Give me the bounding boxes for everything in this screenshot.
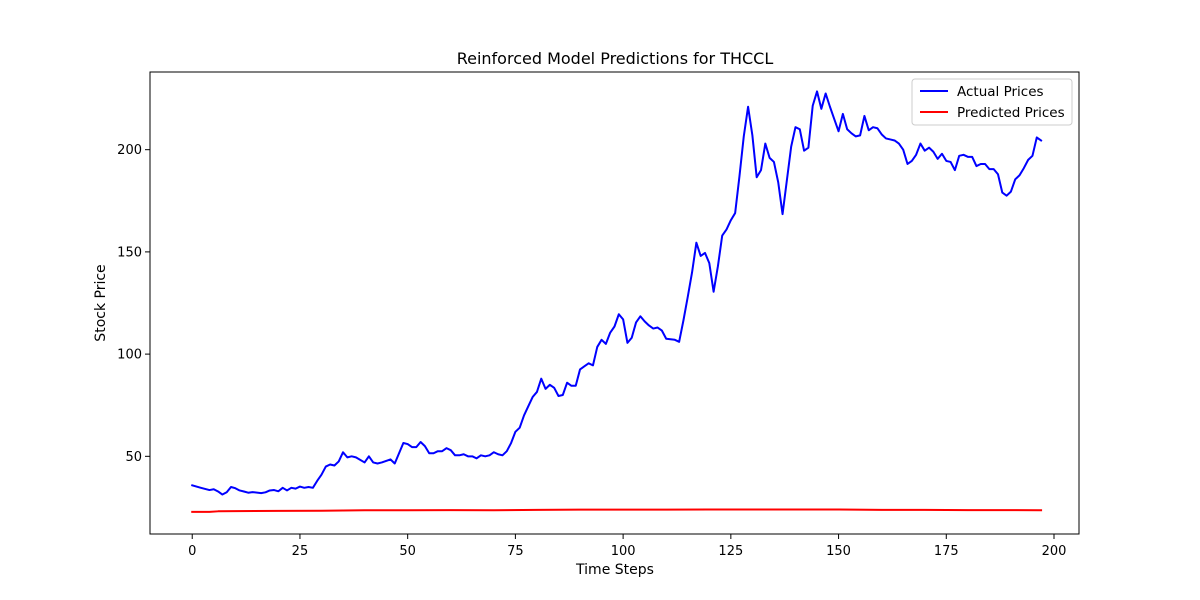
series-line-actual	[190, 90, 1043, 496]
legend: Actual Prices Predicted Prices	[911, 78, 1073, 126]
y-axis: 50 100 150 200	[117, 143, 150, 465]
x-tick-label: 150	[826, 544, 851, 559]
x-tick-label: 200	[1042, 544, 1067, 559]
x-tick-label: 25	[292, 544, 309, 559]
legend-label-predicted: Predicted Prices	[957, 105, 1065, 121]
series-layer	[190, 90, 1043, 513]
y-tick-label: 150	[117, 245, 142, 260]
x-tick-label: 50	[399, 544, 416, 559]
y-axis-label: Stock Price	[93, 264, 109, 341]
x-tick-label: 100	[611, 544, 636, 559]
y-tick-label: 200	[117, 143, 142, 158]
legend-box	[911, 78, 1073, 126]
plot-frame	[149, 71, 1080, 535]
x-axis: 0 25 50 75 100 125 150 175 200	[188, 534, 1066, 559]
x-tick-label: 75	[507, 544, 524, 559]
y-tick-label: 50	[125, 450, 142, 465]
series-line-predicted	[191, 508, 1043, 513]
x-tick-label: 175	[934, 544, 959, 559]
x-tick-label: 125	[718, 544, 743, 559]
legend-label-actual: Actual Prices	[957, 84, 1044, 100]
x-tick-label: 0	[188, 544, 196, 559]
y-tick-label: 100	[117, 348, 142, 363]
chart-title: Reinforced Model Predictions for THCCL	[457, 49, 774, 68]
x-axis-label: Time Steps	[575, 562, 654, 578]
